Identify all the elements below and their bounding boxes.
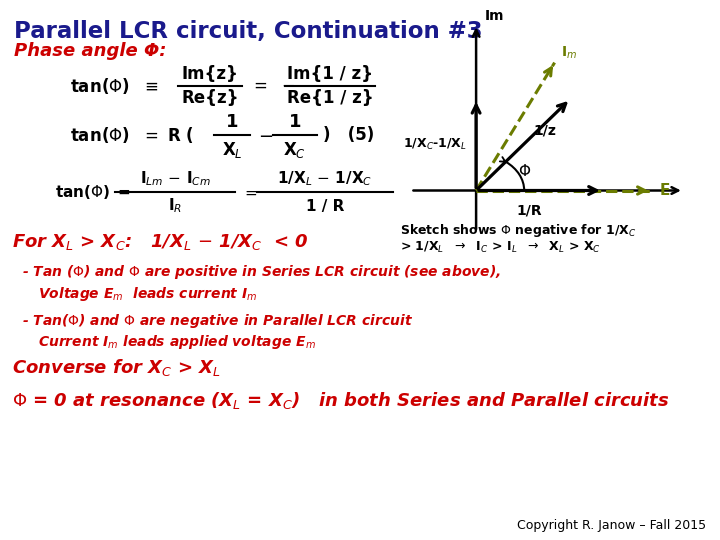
Text: Phase angle Φ:: Phase angle Φ: (14, 42, 166, 60)
Text: tan($\Phi$)  $=$ R (: tan($\Phi$) $=$ R ( (70, 125, 194, 145)
Text: Voltage E$_m$  leads current I$_m$: Voltage E$_m$ leads current I$_m$ (38, 285, 258, 303)
Text: Current I$_m$ leads applied voltage E$_m$: Current I$_m$ leads applied voltage E$_m… (38, 333, 316, 351)
Text: Re{z}: Re{z} (181, 89, 239, 107)
Text: $-$: $-$ (258, 126, 273, 144)
Text: )   (5): ) (5) (323, 126, 374, 144)
Text: - Tan($\Phi$) and $\Phi$ are negative in Parallel LCR circuit: - Tan($\Phi$) and $\Phi$ are negative in… (22, 312, 413, 330)
Text: tan($\Phi$) $=$: tan($\Phi$) $=$ (55, 183, 131, 201)
Text: X$_L$: X$_L$ (222, 140, 243, 160)
Text: 1: 1 (289, 113, 301, 131)
Text: tan($\Phi$)  $\equiv$: tan($\Phi$) $\equiv$ (70, 76, 158, 96)
Text: 1/R: 1/R (516, 204, 542, 218)
Text: $=$: $=$ (242, 185, 258, 199)
Text: 1/X$_L$ $-$ 1/X$_C$: 1/X$_L$ $-$ 1/X$_C$ (277, 170, 373, 188)
Text: Im: Im (485, 9, 504, 23)
Text: Parallel LCR circuit, Continuation #3: Parallel LCR circuit, Continuation #3 (14, 20, 482, 43)
Text: $\Phi$ = 0 at resonance (X$_L$ = X$_C$)   in both Series and Parallel circuits: $\Phi$ = 0 at resonance (X$_L$ = X$_C$) … (12, 390, 670, 411)
Text: $=$  $-$: $=$ $-$ (250, 77, 296, 95)
Text: Converse for X$_C$ > X$_L$: Converse for X$_C$ > X$_L$ (12, 357, 221, 378)
Text: > 1/X$_L$  $\rightarrow$  I$_C$ > I$_L$  $\rightarrow$  X$_L$ > X$_C$: > 1/X$_L$ $\rightarrow$ I$_C$ > I$_L$ $\… (400, 240, 601, 255)
Text: Sketch shows $\Phi$ negative for 1/X$_C$: Sketch shows $\Phi$ negative for 1/X$_C$ (400, 222, 636, 239)
Text: $\Phi$: $\Phi$ (518, 163, 531, 179)
Text: 1 / R: 1 / R (306, 199, 344, 213)
Text: Re{1 / z}: Re{1 / z} (287, 89, 373, 107)
Text: - Tan ($\Phi$) and $\Phi$ are positive in Series LCR circuit (see above),: - Tan ($\Phi$) and $\Phi$ are positive i… (22, 263, 501, 281)
Text: 1/X$_C$-1/X$_L$: 1/X$_C$-1/X$_L$ (403, 137, 467, 152)
Text: 1/z: 1/z (534, 124, 557, 138)
Text: Im{z}: Im{z} (181, 65, 238, 83)
Text: X$_C$: X$_C$ (284, 140, 307, 160)
Text: I$_m$: I$_m$ (561, 45, 577, 61)
Text: I$_R$: I$_R$ (168, 197, 182, 215)
Text: Copyright R. Janow – Fall 2015: Copyright R. Janow – Fall 2015 (517, 519, 706, 532)
Text: E: E (660, 183, 670, 198)
Text: For X$_L$ > X$_C$:   1/X$_L$ $-$ 1/X$_C$  < 0: For X$_L$ > X$_C$: 1/X$_L$ $-$ 1/X$_C$ <… (12, 232, 309, 252)
Text: I$_{Lm}$ $-$ I$_{Cm}$: I$_{Lm}$ $-$ I$_{Cm}$ (140, 170, 210, 188)
Text: 1: 1 (226, 113, 238, 131)
Text: Im{1 / z}: Im{1 / z} (287, 65, 373, 83)
